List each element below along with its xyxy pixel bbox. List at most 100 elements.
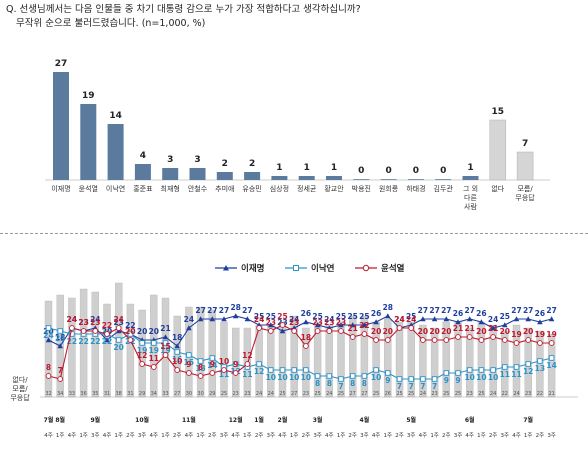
point-value-label: 12 (523, 367, 533, 376)
point-value-label: 20 (371, 327, 381, 336)
week-label: 2주 (348, 432, 357, 439)
point-value-label: 10 (371, 373, 381, 382)
point-marker (373, 337, 379, 343)
trend-bar-value: 24 (490, 391, 496, 397)
series-이낙연: 2423222222222022191919161513141112111210… (43, 325, 557, 391)
point-marker (396, 325, 403, 331)
point-marker (490, 325, 496, 331)
point-value-label: 28 (230, 303, 240, 312)
point-value-label: 8 (46, 363, 51, 372)
point-marker (197, 358, 204, 364)
point-value-label: 20 (476, 327, 486, 336)
month-label: 6월 (465, 416, 475, 424)
point-value-label: 10 (219, 357, 229, 366)
point-marker (525, 361, 531, 367)
point-marker (338, 328, 344, 334)
point-value-label: 23 (266, 318, 276, 327)
week-label: 4주 (372, 432, 381, 439)
month-label: 7월 (44, 416, 54, 424)
month-label: 11월 (182, 416, 196, 424)
point-marker (466, 316, 473, 322)
point-marker (104, 337, 110, 343)
point-marker (548, 355, 555, 361)
week-label: 4주 (150, 432, 159, 439)
point-value-label: 19 (511, 330, 521, 339)
point-marker (221, 367, 227, 373)
point-marker (186, 325, 192, 331)
trend-bar-value: 23 (431, 391, 437, 397)
point-value-label: 9 (385, 376, 390, 385)
category-label: 이재명 (51, 184, 70, 193)
bar-14 (435, 179, 452, 180)
point-value-label: 10 (301, 373, 311, 382)
point-value-label: 24 (289, 315, 299, 324)
category-label: 그 외 (463, 184, 478, 193)
bar-value-label: 14 (109, 111, 122, 121)
point-value-label: 18 (172, 333, 182, 342)
trend-bar-value: 27 (174, 391, 180, 397)
point-value-label: 11 (149, 354, 159, 363)
point-value-label: 27 (242, 306, 252, 315)
week-label: 3주 (407, 432, 416, 439)
point-value-label: 24 (394, 315, 404, 324)
point-marker (268, 322, 274, 328)
point-marker (326, 328, 333, 334)
point-marker (361, 322, 368, 328)
category-label: 모름/ (517, 185, 533, 193)
month-label: 9월 (90, 416, 100, 424)
category-label: 없다 (491, 184, 504, 193)
point-value-label: 8 (362, 379, 367, 388)
point-marker (513, 316, 520, 322)
trend-bar-value: 23 (244, 391, 250, 397)
category-label: 김두관 (434, 184, 454, 193)
point-marker (525, 337, 532, 343)
survey-question: Q. 선생님께서는 다음 인물들 중 차기 대통령 감으로 누가 가장 적합하다… (6, 3, 361, 31)
triangle-marker-icon (223, 265, 229, 271)
point-value-label: 7 (397, 382, 402, 391)
point-marker (45, 325, 52, 331)
legend-label: 윤석열 (381, 263, 405, 274)
point-marker (466, 367, 473, 373)
trend-bar-value: 24 (513, 391, 519, 397)
point-value-label: 11 (511, 370, 521, 379)
trend-bar-value: 21 (548, 391, 554, 397)
trend-bar-value: 23 (525, 391, 531, 397)
point-marker (490, 367, 496, 373)
point-marker (127, 337, 134, 343)
point-marker (45, 373, 52, 379)
point-marker (513, 340, 520, 346)
question-text: Q. 선생님께서는 다음 인물들 중 차기 대통령 감으로 누가 가장 적합하다… (6, 4, 361, 15)
point-marker (104, 331, 110, 337)
point-marker (267, 328, 274, 334)
point-marker (303, 367, 309, 373)
point-marker (314, 322, 321, 328)
point-value-label: 26 (476, 309, 486, 318)
week-label: 4주 (465, 432, 474, 439)
point-value-label: 23 (312, 318, 322, 327)
trend-bar-value: 29 (139, 391, 145, 397)
question-note: 무작위 순으로 불러드렸습니다. (n=1,000, %) (16, 18, 206, 29)
point-marker (197, 373, 204, 379)
point-marker (232, 313, 239, 319)
point-value-label: 9 (455, 376, 460, 385)
month-label: 1월 (254, 416, 264, 424)
trend-bar-value: 23 (233, 391, 239, 397)
point-value-label: 25 (359, 312, 369, 321)
bar-series-label: 무응답 (10, 393, 30, 402)
point-marker (291, 328, 298, 334)
point-marker (279, 367, 286, 373)
trend-bar-value: 34 (151, 391, 157, 397)
week-label: 3주 (454, 432, 463, 439)
trend-bar-value: 33 (69, 391, 75, 397)
week-label: 1주 (337, 432, 346, 439)
trend-bar-20 (278, 321, 287, 398)
category-label: 이낙연 (106, 184, 125, 193)
point-value-label: 24 (113, 315, 123, 324)
point-marker (501, 337, 508, 343)
point-value-label: 23 (90, 318, 100, 327)
week-label: 3주 (267, 432, 276, 439)
point-value-label: 14 (546, 361, 556, 370)
point-marker (373, 319, 379, 325)
point-marker (279, 328, 286, 334)
point-marker (478, 319, 485, 325)
